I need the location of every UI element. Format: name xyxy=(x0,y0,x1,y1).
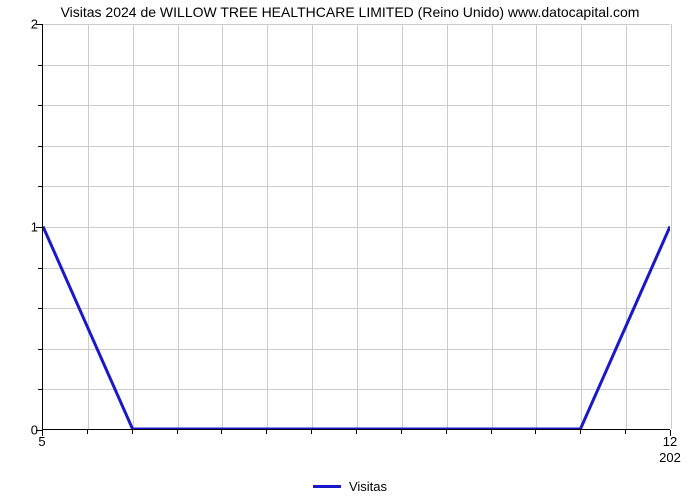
chart-title: Visitas 2024 de WILLOW TREE HEALTHCARE L… xyxy=(61,4,640,20)
y-minor-tick-mark xyxy=(38,349,42,350)
y-tick-mark xyxy=(36,227,42,228)
x-minor-tick-mark xyxy=(401,430,402,434)
x-minor-tick-mark xyxy=(580,430,581,434)
x-tick-label: 12 xyxy=(663,434,677,449)
x-tick-mark xyxy=(670,430,671,436)
x-minor-tick-mark xyxy=(221,430,222,434)
y-tick-mark xyxy=(36,24,42,25)
y-minor-tick-mark xyxy=(38,146,42,147)
vgrid-line xyxy=(357,24,358,429)
x-minor-tick-mark xyxy=(446,430,447,434)
chart-container: Visitas 2024 de WILLOW TREE HEALTHCARE L… xyxy=(0,0,700,500)
vgrid-line xyxy=(581,24,582,429)
x-minor-tick-mark xyxy=(132,430,133,434)
x-minor-tick-mark xyxy=(177,430,178,434)
vgrid-line xyxy=(133,24,134,429)
x-minor-tick-mark xyxy=(87,430,88,434)
x-minor-tick-mark xyxy=(491,430,492,434)
legend-swatch xyxy=(313,485,341,488)
y-minor-tick-mark xyxy=(38,186,42,187)
x-sublabel: 202 xyxy=(659,450,681,465)
y-minor-tick-mark xyxy=(38,105,42,106)
vgrid-line xyxy=(312,24,313,429)
vgrid-line xyxy=(492,24,493,429)
x-tick-label: 5 xyxy=(38,434,45,449)
y-minor-tick-mark xyxy=(38,65,42,66)
x-minor-tick-mark xyxy=(356,430,357,434)
x-tick-mark xyxy=(42,430,43,436)
x-minor-tick-mark xyxy=(266,430,267,434)
x-minor-tick-mark xyxy=(535,430,536,434)
x-minor-tick-mark xyxy=(311,430,312,434)
y-minor-tick-mark xyxy=(38,389,42,390)
y-minor-tick-mark xyxy=(38,308,42,309)
vgrid-line xyxy=(671,24,672,429)
vgrid-line xyxy=(447,24,448,429)
legend: Visitas xyxy=(313,479,387,494)
y-minor-tick-mark xyxy=(38,268,42,269)
vgrid-line xyxy=(402,24,403,429)
x-minor-tick-mark xyxy=(625,430,626,434)
vgrid-line xyxy=(178,24,179,429)
vgrid-line xyxy=(267,24,268,429)
legend-label: Visitas xyxy=(349,479,387,494)
vgrid-line xyxy=(536,24,537,429)
vgrid-line xyxy=(222,24,223,429)
vgrid-line xyxy=(626,24,627,429)
vgrid-line xyxy=(88,24,89,429)
plot-area xyxy=(42,24,670,430)
